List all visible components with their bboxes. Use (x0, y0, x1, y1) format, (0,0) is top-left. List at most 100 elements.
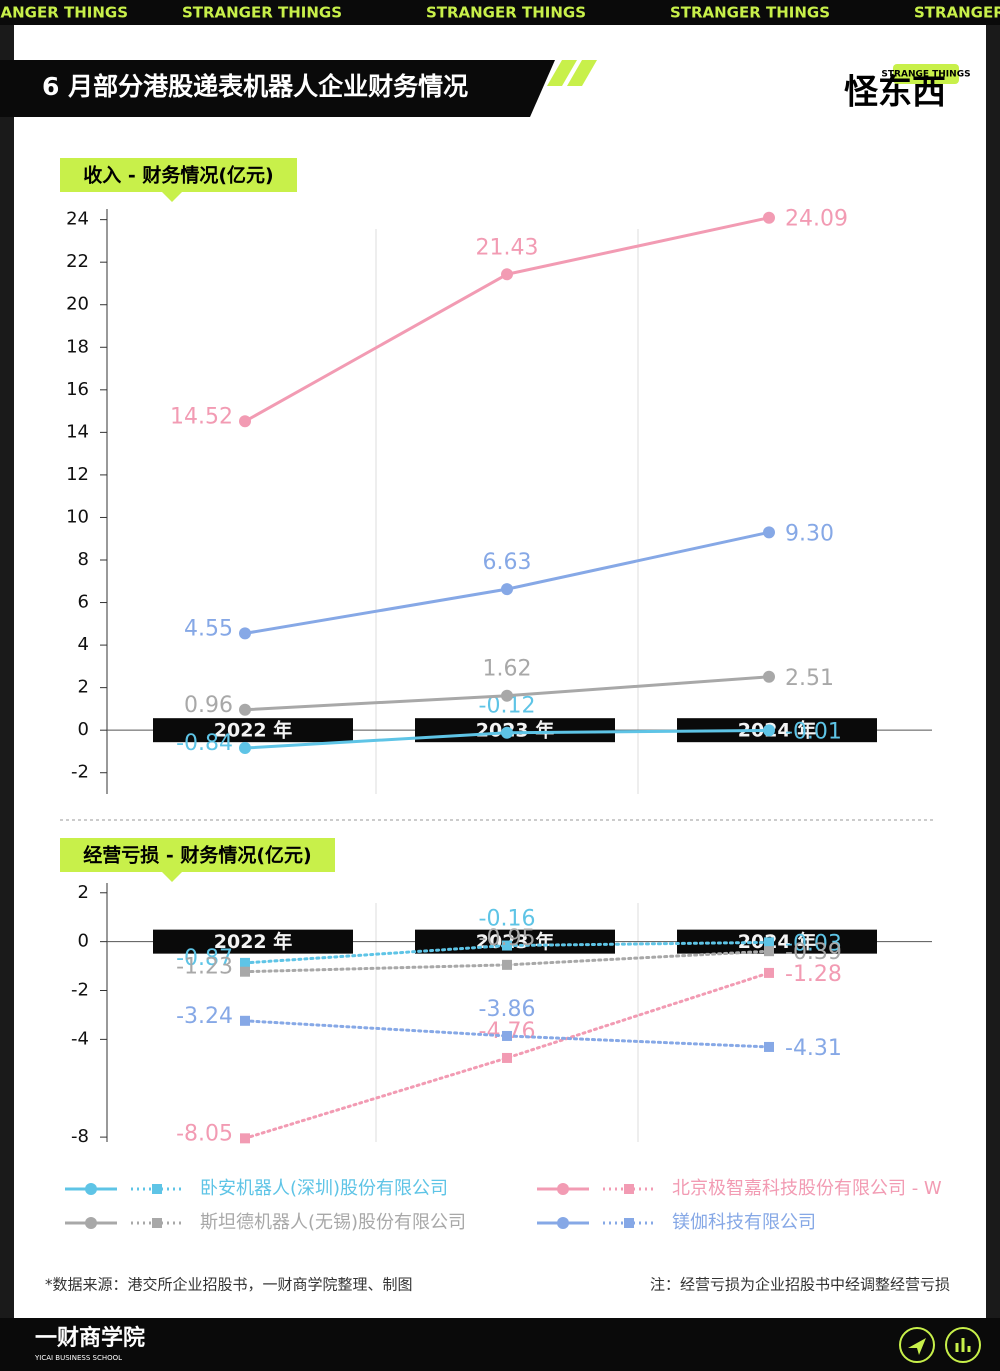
ticker-bar (0, 0, 1000, 25)
legend-label: 卧安机器人(深圳)股份有限公司 (200, 1178, 448, 1199)
marker (240, 1015, 250, 1026)
stats-icon (955, 1338, 971, 1352)
category-box (153, 929, 353, 954)
series-line (243, 971, 771, 1140)
y-tick-label: 4 (78, 634, 89, 655)
x-tick-label: 2022 年 (214, 930, 293, 953)
y-tick-label: -4 (71, 1028, 89, 1049)
data-label: 14.52 (170, 404, 233, 429)
legend-label: 斯坦德机器人(无锡)股份有限公司 (200, 1212, 466, 1233)
legend-marker (557, 1217, 569, 1229)
marker (240, 1133, 250, 1144)
data-label: -0.87 (176, 946, 233, 971)
legend: 卧安机器人(深圳)股份有限公司 北京极智嘉科技股份有限公司 - W 斯坦德机器人(无… (65, 1178, 942, 1233)
footer-brand-en: YICAI BUSINESS SCHOOL (34, 1354, 122, 1362)
legend-label: 北京极智嘉科技股份有限公司 - W (672, 1178, 942, 1199)
marker (764, 1041, 774, 1052)
footer-bar (0, 1318, 1000, 1371)
data-label: -8.05 (176, 1121, 233, 1146)
share-icon (908, 1338, 926, 1355)
data-label: -3.86 (479, 997, 536, 1022)
y-tick-label: 8 (78, 549, 89, 570)
legend-marker (85, 1217, 97, 1229)
marker (764, 946, 774, 957)
y-tick-label: 6 (78, 592, 89, 613)
header-band (0, 60, 555, 117)
marker (764, 937, 774, 948)
x-tick-label: 2023 年 (476, 930, 555, 953)
logo-tag (893, 64, 959, 84)
ticker-text: STRANGER THINGS (0, 4, 128, 22)
data-label: -1.28 (785, 962, 842, 987)
data-label: 21.43 (476, 235, 539, 260)
y-tick-label: -8 (71, 1126, 89, 1147)
marker (502, 1052, 512, 1063)
ticker-text: STRANGER THINGS (426, 4, 586, 22)
y-tick-label: 2 (78, 882, 89, 903)
x-tick-label: 2023 年 (476, 719, 555, 742)
data-label: -0.95 (479, 926, 536, 951)
ticker: STRANGER THINGS STRANGER THINGS STRANGER… (0, 4, 1000, 22)
data-label: 2.51 (785, 666, 834, 691)
legend-marker (85, 1183, 97, 1195)
slash (567, 60, 597, 86)
data-label: 4.55 (184, 616, 233, 641)
footer-brand: 一财商学院 (35, 1325, 145, 1351)
marker (239, 627, 251, 640)
data-label: -0.16 (479, 907, 536, 932)
legend-marker (152, 1218, 162, 1228)
marker (501, 726, 513, 739)
share-button[interactable] (899, 1327, 935, 1363)
chart-title: 收入 - 财务情况(亿元) (83, 164, 273, 187)
ticker-text: STRANGER THINGS (670, 4, 830, 22)
y-tick-label: 20 (66, 294, 89, 315)
y-tick-label: 14 (66, 421, 89, 442)
y-tick-label: 0 (78, 931, 89, 952)
marker (501, 583, 513, 596)
category-box (415, 718, 615, 743)
marker (239, 703, 251, 716)
ticker-text: STRANGER THINGS (182, 4, 342, 22)
y-tick-label: 18 (66, 336, 89, 357)
category-box (677, 929, 877, 954)
ticker-text: STRANGER THINGS (914, 4, 1000, 22)
y-tick-label: -2 (71, 980, 89, 1001)
data-label: 6.63 (483, 550, 532, 575)
marker (501, 268, 513, 281)
data-label: 24.09 (785, 207, 848, 232)
series-line (243, 1019, 771, 1049)
marker (502, 1030, 512, 1041)
x-tick-label: 2024 年 (738, 719, 817, 742)
data-label: -0.39 (785, 940, 842, 965)
right-edge (986, 25, 1000, 1318)
chart-title: 经营亏损 - 财务情况(亿元) (83, 844, 311, 867)
logo-main: 怪东西 (844, 73, 946, 113)
x-tick-label: 2024 年 (738, 930, 817, 953)
marker (239, 415, 251, 428)
marker (763, 526, 775, 539)
data-label: -4.31 (785, 1036, 842, 1061)
y-tick-label: 12 (66, 464, 89, 485)
header-title: 6 月部分港股递表机器人企业财务情况 (42, 72, 468, 101)
left-edge (0, 25, 14, 1318)
data-label: -0.84 (176, 731, 233, 756)
legend-marker (624, 1184, 634, 1194)
stats-button[interactable] (945, 1327, 981, 1363)
y-tick-label: 16 (66, 379, 89, 400)
marker (502, 940, 512, 951)
legend-marker (152, 1184, 162, 1194)
marker (502, 959, 512, 970)
marker (501, 689, 513, 702)
y-tick-label: 22 (66, 251, 89, 272)
y-tick-label: 24 (66, 209, 89, 230)
marker (239, 742, 251, 755)
data-label: -0.01 (785, 719, 842, 744)
note: 注：经营亏损为企业招股书中经调整经营亏损 (650, 1276, 950, 1294)
marker (764, 967, 774, 978)
source-note: *数据来源：港交所企业招股书，一财商学院整理、制图 (45, 1276, 413, 1294)
data-label: 9.30 (785, 521, 834, 546)
y-tick-label: 10 (66, 506, 89, 527)
category-box (153, 718, 353, 743)
marker (240, 957, 250, 968)
